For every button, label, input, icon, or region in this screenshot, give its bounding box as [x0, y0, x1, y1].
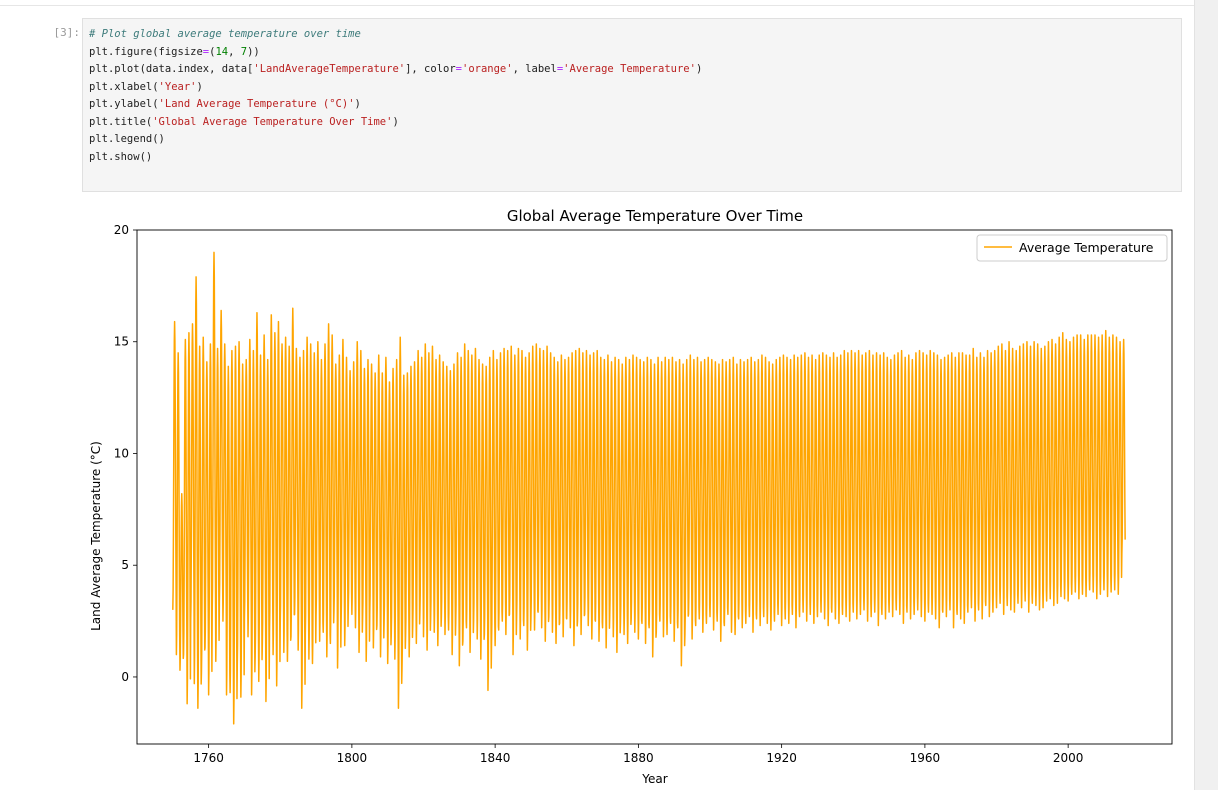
code-line: # Plot global average temperature over t… [89, 26, 1175, 44]
code-token: plt.legend() [89, 133, 165, 145]
x-axis-label: Year [641, 772, 667, 786]
code-token: ], color [405, 63, 456, 75]
legend: Average Temperature [976, 234, 1168, 262]
code-line: plt.figure(figsize=(14, 7)) [89, 44, 1175, 62]
x-tick-label: 1920 [766, 751, 797, 765]
code-token: , label [512, 63, 557, 75]
code-token: 'Year' [158, 80, 197, 93]
axis-ticks: 1760 1800 1840 1880 1920 1960 2000 0 5 10 15 20 [114, 223, 1084, 765]
y-tick-label: 10 [114, 446, 129, 460]
code-token: 'LandAverageTemperature' [253, 63, 406, 75]
code-token: ) [695, 63, 703, 75]
code-line: plt.title('Global Average Temperature Ov… [89, 114, 1175, 132]
top-divider [0, 5, 1194, 6]
code-token: ) [392, 115, 399, 128]
code-token: , [228, 45, 241, 58]
x-tick-label: 1800 [337, 751, 368, 765]
cell-output: Global Average Temperature Over Time Yea… [82, 196, 1192, 790]
code-token: 'Land Average Temperature (°C)' [158, 98, 355, 110]
legend-label: Average Temperature [1019, 240, 1154, 255]
plot-area [172, 251, 1126, 725]
code-line: plt.show() [89, 149, 1175, 167]
code-token: ( [209, 45, 216, 58]
code-token: 14 [215, 45, 229, 58]
y-tick-label: 0 [121, 670, 129, 684]
code-token: plt.figure(figsize [89, 45, 203, 58]
code-cell-editor[interactable]: # Plot global average temperature over t… [82, 18, 1182, 192]
x-tick-label: 1840 [480, 751, 511, 765]
x-tick-label: 1760 [193, 751, 224, 765]
code-token: = [556, 63, 564, 75]
y-tick-label: 15 [114, 335, 129, 349]
y-axis-label: Land Average Temperature (°C) [89, 441, 103, 631]
temperature-chart: Global Average Temperature Over Time Yea… [89, 207, 1173, 786]
code-lines: # Plot global average temperature over t… [89, 26, 1175, 166]
code-line: plt.ylabel('Land Average Temperature (°C… [89, 96, 1175, 114]
chart-title: Global Average Temperature Over Time [507, 207, 803, 225]
code-token: 'Global Average Temperature Over Time' [152, 115, 393, 128]
code-token: ) [354, 98, 361, 110]
axes-frame [136, 229, 1173, 745]
code-token: = [455, 63, 462, 75]
code-token: plt.show() [89, 150, 153, 163]
code-token: plt.ylabel( [89, 98, 159, 110]
code-token: plt.title( [89, 115, 153, 128]
code-line: plt.legend() [89, 131, 1175, 149]
y-tick-label: 5 [121, 558, 129, 572]
code-token: = [202, 45, 210, 58]
scrollbar-track[interactable] [1194, 0, 1218, 790]
code-line: plt.xlabel('Year') [89, 79, 1175, 97]
code-token: )) [247, 45, 260, 58]
code-token: plt.xlabel( [89, 80, 159, 93]
x-tick-label: 2000 [1053, 751, 1084, 765]
code-token: # Plot global average temperature over t… [89, 28, 361, 40]
code-token: 'orange' [462, 63, 513, 75]
code-token: 7 [240, 45, 248, 58]
x-tick-label: 1880 [623, 751, 654, 765]
code-token: 'Average Temperature' [563, 63, 696, 75]
series-line-average-temperature [172, 251, 1126, 725]
legend-box [976, 234, 1168, 262]
y-tick-label: 20 [114, 223, 129, 237]
cell-prompt: [3]: [53, 26, 81, 39]
code-line: plt.plot(data.index, data['LandAverageTe… [89, 61, 1175, 79]
code-token: ) [196, 80, 203, 93]
code-token: plt.plot(data.index, data[ [89, 63, 254, 75]
x-tick-label: 1960 [910, 751, 941, 765]
